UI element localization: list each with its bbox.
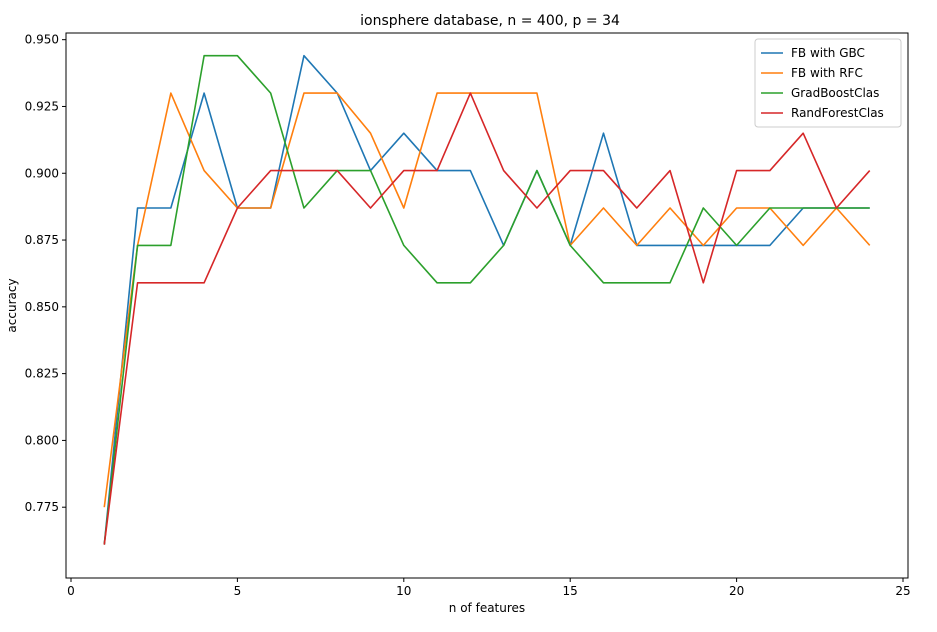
series-line-fb-with-rfc: [103, 92, 871, 508]
y-tick-label: 0.850: [25, 300, 59, 314]
x-tick-label: 10: [396, 584, 411, 598]
legend-box: [754, 38, 902, 128]
y-tick-label: 0.825: [25, 367, 59, 381]
x-tick-label: 0: [67, 584, 75, 598]
axes-frame: [65, 32, 909, 579]
legend-label: GradBoostClas: [791, 86, 879, 100]
y-axis-label: accuracy: [5, 278, 19, 332]
series-line-gradboostclas: [103, 54, 870, 545]
y-tick-label: 0.925: [25, 99, 59, 113]
y-tick-label: 0.775: [25, 500, 59, 514]
y-tick-label: 0.875: [25, 233, 59, 247]
legend-label: RandForestClas: [791, 106, 884, 120]
legend-label: FB with RFC: [791, 66, 863, 80]
x-tick-label: 20: [729, 584, 744, 598]
y-tick-label: 0.900: [25, 166, 59, 180]
x-tick-label: 5: [234, 584, 242, 598]
x-axis-ticks: 0 5 10 15 20 25: [67, 578, 911, 598]
series-line-randforestclas: [103, 92, 871, 545]
legend: FB with GBC FB with RFC GradBoostClas RandF…: [754, 38, 902, 128]
x-tick-label: 15: [563, 584, 578, 598]
series-line-fb-with-gbc: [103, 54, 870, 545]
plot-area: [103, 54, 871, 545]
y-axis-ticks: 0.775 0.800 0.825 0.850 0.875 0.900 0.925 0.950: [25, 33, 66, 514]
x-axis-label: n of features: [449, 601, 525, 615]
chart-title: ionsphere database, n = 400, p = 34: [360, 13, 620, 29]
legend-label: FB with GBC: [791, 46, 865, 60]
y-tick-label: 0.800: [25, 433, 59, 447]
y-tick-label: 0.950: [25, 33, 59, 47]
x-tick-label: 25: [895, 584, 910, 598]
